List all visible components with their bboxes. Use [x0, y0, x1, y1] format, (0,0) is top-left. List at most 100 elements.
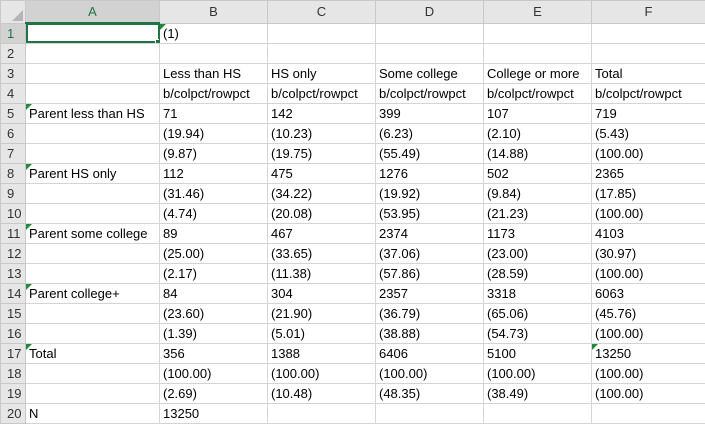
- cell-A14[interactable]: Parent college+: [25, 282, 160, 304]
- cell-F5[interactable]: 719: [591, 102, 705, 124]
- cell-E7[interactable]: (14.88): [483, 142, 592, 164]
- cell-B6[interactable]: (19.94): [159, 122, 268, 144]
- cell-A16[interactable]: [25, 322, 160, 344]
- cell-F17[interactable]: 13250: [591, 342, 705, 364]
- row-header[interactable]: 10: [0, 202, 26, 224]
- cell-D15[interactable]: (36.79): [375, 302, 484, 324]
- cell-D20[interactable]: [375, 402, 484, 424]
- cell-C18[interactable]: (100.00): [267, 362, 376, 384]
- row-header[interactable]: 13: [0, 262, 26, 284]
- cell-C6[interactable]: (10.23): [267, 122, 376, 144]
- cell-C15[interactable]: (21.90): [267, 302, 376, 324]
- cell-F15[interactable]: (45.76): [591, 302, 705, 324]
- cell-F13[interactable]: (100.00): [591, 262, 705, 284]
- row-header[interactable]: 1: [0, 22, 26, 44]
- cell-F7[interactable]: (100.00): [591, 142, 705, 164]
- cell-F16[interactable]: (100.00): [591, 322, 705, 344]
- row-header[interactable]: 3: [0, 62, 26, 84]
- cell-D19[interactable]: (48.35): [375, 382, 484, 404]
- cell-C4[interactable]: b/colpct/rowpct: [267, 82, 376, 104]
- cell-E14[interactable]: 3318: [483, 282, 592, 304]
- cell-D13[interactable]: (57.86): [375, 262, 484, 284]
- cell-B5[interactable]: 71: [159, 102, 268, 124]
- cell-A3[interactable]: [25, 62, 160, 84]
- cell-B14[interactable]: 84: [159, 282, 268, 304]
- cell-B19[interactable]: (2.69): [159, 382, 268, 404]
- cell-D11[interactable]: 2374: [375, 222, 484, 244]
- row-header[interactable]: 6: [0, 122, 26, 144]
- cell-B2[interactable]: [159, 42, 268, 64]
- cell-E20[interactable]: [483, 402, 592, 424]
- row-header[interactable]: 9: [0, 182, 26, 204]
- cell-A12[interactable]: [25, 242, 160, 264]
- cell-E5[interactable]: 107: [483, 102, 592, 124]
- cell-B18[interactable]: (100.00): [159, 362, 268, 384]
- cell-F9[interactable]: (17.85): [591, 182, 705, 204]
- cell-A9[interactable]: [25, 182, 160, 204]
- cell-F12[interactable]: (30.97): [591, 242, 705, 264]
- select-all-corner[interactable]: [0, 0, 26, 24]
- cell-A6[interactable]: [25, 122, 160, 144]
- cell-D17[interactable]: 6406: [375, 342, 484, 364]
- row-header[interactable]: 11: [0, 222, 26, 244]
- cell-E9[interactable]: (9.84): [483, 182, 592, 204]
- column-header-F[interactable]: F: [591, 0, 705, 24]
- row-header[interactable]: 17: [0, 342, 26, 364]
- cell-A18[interactable]: [25, 362, 160, 384]
- cell-C14[interactable]: 304: [267, 282, 376, 304]
- cell-C12[interactable]: (33.65): [267, 242, 376, 264]
- row-header[interactable]: 12: [0, 242, 26, 264]
- cell-A11[interactable]: Parent some college: [25, 222, 160, 244]
- cell-B9[interactable]: (31.46): [159, 182, 268, 204]
- cell-B12[interactable]: (25.00): [159, 242, 268, 264]
- column-header-E[interactable]: E: [483, 0, 592, 24]
- cell-A4[interactable]: [25, 82, 160, 104]
- cell-E16[interactable]: (54.73): [483, 322, 592, 344]
- cell-C19[interactable]: (10.48): [267, 382, 376, 404]
- cell-D16[interactable]: (38.88): [375, 322, 484, 344]
- cell-E17[interactable]: 5100: [483, 342, 592, 364]
- row-header[interactable]: 2: [0, 42, 26, 64]
- cell-F20[interactable]: [591, 402, 705, 424]
- row-header[interactable]: 8: [0, 162, 26, 184]
- cell-E19[interactable]: (38.49): [483, 382, 592, 404]
- cell-A20[interactable]: N: [25, 402, 160, 424]
- column-header-C[interactable]: C: [267, 0, 376, 24]
- cell-A19[interactable]: [25, 382, 160, 404]
- cell-A17[interactable]: Total: [25, 342, 160, 364]
- cell-C13[interactable]: (11.38): [267, 262, 376, 284]
- cell-C11[interactable]: 467: [267, 222, 376, 244]
- cell-A5[interactable]: Parent less than HS: [25, 102, 160, 124]
- cell-F2[interactable]: [591, 42, 705, 64]
- cell-B16[interactable]: (1.39): [159, 322, 268, 344]
- cell-C20[interactable]: [267, 402, 376, 424]
- cell-A15[interactable]: [25, 302, 160, 324]
- cell-E4[interactable]: b/colpct/rowpct: [483, 82, 592, 104]
- cell-D5[interactable]: 399: [375, 102, 484, 124]
- cell-E3[interactable]: College or more: [483, 62, 592, 84]
- cell-E6[interactable]: (2.10): [483, 122, 592, 144]
- cell-C9[interactable]: (34.22): [267, 182, 376, 204]
- cell-B20[interactable]: 13250: [159, 402, 268, 424]
- cell-C17[interactable]: 1388: [267, 342, 376, 364]
- cell-D8[interactable]: 1276: [375, 162, 484, 184]
- cell-A13[interactable]: [25, 262, 160, 284]
- row-header[interactable]: 4: [0, 82, 26, 104]
- cell-F14[interactable]: 6063: [591, 282, 705, 304]
- cell-E12[interactable]: (23.00): [483, 242, 592, 264]
- cell-C7[interactable]: (19.75): [267, 142, 376, 164]
- cell-F3[interactable]: Total: [591, 62, 705, 84]
- cell-B7[interactable]: (9.87): [159, 142, 268, 164]
- cell-D1[interactable]: [375, 22, 484, 44]
- cell-A1[interactable]: [25, 22, 160, 44]
- cell-E15[interactable]: (65.06): [483, 302, 592, 324]
- cell-E8[interactable]: 502: [483, 162, 592, 184]
- cell-D14[interactable]: 2357: [375, 282, 484, 304]
- cell-C3[interactable]: HS only: [267, 62, 376, 84]
- cell-A8[interactable]: Parent HS only: [25, 162, 160, 184]
- cell-A2[interactable]: [25, 42, 160, 64]
- cell-B15[interactable]: (23.60): [159, 302, 268, 324]
- cell-D7[interactable]: (55.49): [375, 142, 484, 164]
- column-header-A[interactable]: A: [25, 0, 160, 24]
- cell-C2[interactable]: [267, 42, 376, 64]
